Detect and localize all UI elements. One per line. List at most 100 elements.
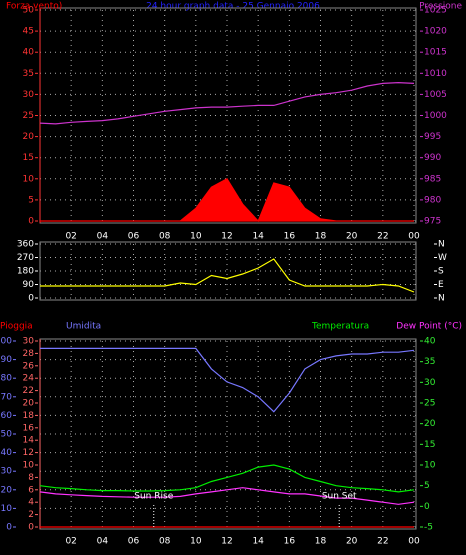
x-tick-label: 08 <box>159 232 171 242</box>
y-tick-label: 360 <box>17 240 34 250</box>
y-tick-label: 15 <box>424 440 435 450</box>
legend-label: Temperatura <box>311 322 369 332</box>
y-tick-label: 10 <box>23 174 35 184</box>
y-tick-label: 975 <box>424 217 441 227</box>
x-tick-label: 14 <box>252 232 264 242</box>
x-tick-label: 02 <box>65 232 76 242</box>
x-tick-label: 06 <box>128 232 140 242</box>
y-tick-label: 1020 <box>424 27 447 37</box>
y-tick-label: 985 <box>424 174 441 184</box>
y-tick-label: 8 <box>28 473 34 483</box>
y-tick-label: 4 <box>28 498 34 508</box>
y-tick-label: 15 <box>23 153 34 163</box>
y-tick-label: 16 <box>23 423 35 433</box>
x-tick-label: 18 <box>315 232 327 242</box>
x-tick-label: 20 <box>346 232 358 242</box>
x-tick-label: 22 <box>377 537 388 547</box>
y-tick-label: W <box>438 253 447 263</box>
line <box>40 258 415 293</box>
y-tick-label: 30 <box>23 337 35 347</box>
y-tick-label: 70 <box>1 392 13 402</box>
y-tick-label: -5 <box>424 523 433 533</box>
y-tick-label: 90 <box>1 355 13 365</box>
y-tick-label: 18 <box>23 411 35 421</box>
x-tick-label: 22 <box>377 232 388 242</box>
line <box>39 487 415 505</box>
y-tick-label: 0 <box>424 502 430 512</box>
y-tick-label: 80 <box>1 374 13 384</box>
line <box>39 464 415 493</box>
annotation: Sun Set <box>322 492 357 502</box>
y-tick-label: 45 <box>23 27 34 37</box>
y-tick-label: 90 <box>23 280 35 290</box>
y-tick-label: 1000 <box>424 111 447 121</box>
y-tick-label: 20 <box>23 132 35 142</box>
legend-label: Pioggia <box>0 322 33 332</box>
y-tick-label: 30 <box>1 467 13 477</box>
y-tick-label: 20 <box>1 485 13 495</box>
x-tick-label: 00 <box>408 537 420 547</box>
y-tick-label: 35 <box>23 69 34 79</box>
y-tick-label: 2 <box>28 510 34 520</box>
legend-label: Dew Point (°C) <box>396 322 462 332</box>
y-tick-label: 30 <box>424 378 436 388</box>
y-tick-label: 0 <box>6 523 12 533</box>
chart-title: 24 hour graph data - 25 Gennaio 2006 <box>146 2 320 12</box>
y-tick-label: 12 <box>23 448 34 458</box>
y-tick-label: 100 <box>0 337 12 347</box>
y-tick-label: 0 <box>28 294 34 304</box>
y-tick-label: 14 <box>23 436 35 446</box>
x-tick-label: 18 <box>315 537 327 547</box>
x-tick-label: 12 <box>221 537 232 547</box>
y-tick-label: 20 <box>23 399 35 409</box>
y-tick-label: 22 <box>23 386 34 396</box>
y-tick-label: 30 <box>23 90 35 100</box>
x-tick-label: 14 <box>252 537 264 547</box>
y-tick-label: 20 <box>424 419 436 429</box>
area <box>40 178 414 223</box>
line <box>39 81 415 125</box>
y-tick-label: 50 <box>23 6 35 16</box>
legend-label: Forza vento) <box>6 2 62 12</box>
x-tick-label: 08 <box>159 537 171 547</box>
y-tick-label: 25 <box>424 399 435 409</box>
y-tick-label: 26 <box>23 361 35 371</box>
y-tick-label: 60 <box>1 411 13 421</box>
y-tick-label: N <box>438 240 445 250</box>
legend-label: Pressione <box>419 2 462 12</box>
y-tick-label: 270 <box>17 253 34 263</box>
y-tick-label: 28 <box>23 349 35 359</box>
x-tick-label: 02 <box>65 537 76 547</box>
x-tick-label: 16 <box>284 537 296 547</box>
x-tick-label: 04 <box>97 537 109 547</box>
y-tick-label: 10 <box>424 461 436 471</box>
y-tick-label: 40 <box>23 48 35 58</box>
plot-frame <box>39 338 417 530</box>
y-tick-label: 40 <box>424 337 436 347</box>
x-tick-label: 06 <box>128 537 140 547</box>
y-tick-label: 990 <box>424 153 441 163</box>
plot-frame <box>39 241 417 301</box>
y-tick-label: 25 <box>23 111 34 121</box>
x-tick-label: 10 <box>190 232 202 242</box>
y-tick-label: 10 <box>23 461 35 471</box>
x-tick-label: 12 <box>221 232 232 242</box>
x-tick-label: 20 <box>346 537 358 547</box>
y-tick-label: 35 <box>424 357 435 367</box>
x-tick-label: 10 <box>190 537 202 547</box>
y-tick-label: 980 <box>424 195 441 205</box>
y-tick-label: 40 <box>1 448 13 458</box>
y-tick-label: 6 <box>28 485 34 495</box>
y-tick-label: 5 <box>424 481 430 491</box>
y-tick-label: E <box>438 280 444 290</box>
y-tick-label: 10 <box>1 504 13 514</box>
y-tick-label: 1015 <box>424 48 447 58</box>
y-tick-label: 0 <box>28 523 34 533</box>
y-tick-label: 24 <box>23 374 35 384</box>
x-tick-label: 04 <box>97 232 109 242</box>
line <box>40 347 415 413</box>
y-tick-label: 180 <box>17 267 34 277</box>
y-tick-label: S <box>438 267 444 277</box>
